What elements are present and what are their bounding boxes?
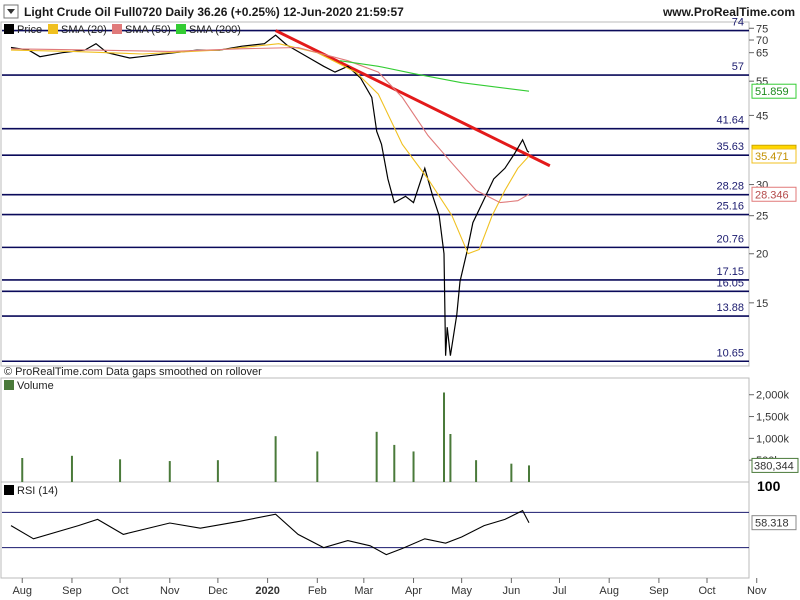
sma20-badge-box bbox=[751, 148, 797, 164]
x-axis-tick-Jul: Jul bbox=[552, 585, 566, 597]
level-label-74: 74 bbox=[732, 17, 744, 29]
legend-swatch-rsi bbox=[4, 485, 14, 495]
trendline bbox=[274, 29, 551, 168]
legend-swatch-sma50 bbox=[112, 24, 122, 34]
sma20-badge: 35.471 bbox=[755, 151, 789, 163]
x-axis-tick-Sep: Sep bbox=[62, 585, 82, 597]
level-label-28.28: 28.28 bbox=[716, 181, 744, 193]
x-axis-tick-Oct: Oct bbox=[698, 585, 715, 597]
volume-axis-tick: 1,500k bbox=[756, 412, 790, 424]
volume-axis-tick: 1,000k bbox=[756, 433, 790, 445]
level-label-25.16: 25.16 bbox=[716, 201, 744, 213]
x-axis-tick-Nov: Nov bbox=[160, 585, 180, 597]
volume-layer bbox=[21, 392, 530, 482]
volume-badge: 380,344 bbox=[754, 460, 794, 472]
rsi-badge: 58.318 bbox=[755, 518, 789, 530]
volume-axis-tick: 2,000k bbox=[756, 390, 790, 402]
site-name: www.ProRealTime.com bbox=[662, 5, 795, 19]
axes-layer: 75706555453025201536.2635.47128.34651.85… bbox=[12, 23, 799, 597]
x-axis-tick-Nov: Nov bbox=[747, 585, 767, 597]
x-axis-tick-Apr: Apr bbox=[405, 585, 422, 597]
volume-panel bbox=[0, 377, 750, 483]
x-axis-tick-Jun: Jun bbox=[502, 585, 520, 597]
price-axis-tick-45: 45 bbox=[756, 110, 768, 122]
series-sma-20 bbox=[10, 43, 530, 255]
sma200-badge: 51.859 bbox=[755, 86, 789, 98]
legend-swatch-sma200 bbox=[176, 24, 186, 34]
legend-swatch-sma20 bbox=[48, 24, 58, 34]
level-label-17.15: 17.15 bbox=[716, 266, 744, 278]
footer-note: © ProRealTime.com Data gaps smoothed on … bbox=[4, 366, 262, 378]
series-price bbox=[10, 34, 530, 356]
trendline-layer bbox=[274, 29, 551, 168]
level-label-20.76: 20.76 bbox=[716, 233, 744, 245]
rsi-label: RSI (14) bbox=[17, 485, 58, 497]
x-axis-tick-May: May bbox=[451, 585, 472, 597]
level-label-57: 57 bbox=[732, 61, 744, 73]
level-label-10.65: 10.65 bbox=[716, 347, 744, 359]
x-axis-tick-Aug: Aug bbox=[599, 585, 619, 597]
x-axis-tick-Oct: Oct bbox=[112, 585, 129, 597]
legend-sma20: SMA (20) bbox=[61, 24, 107, 36]
x-axis-tick-2020: 2020 bbox=[255, 585, 279, 597]
level-label-13.88: 13.88 bbox=[716, 302, 744, 314]
rsi-axis-tick-100: 100 bbox=[757, 478, 781, 494]
level-label-35.63: 35.63 bbox=[716, 141, 744, 153]
legend-swatch-price bbox=[4, 24, 14, 34]
x-axis-tick-Sep: Sep bbox=[649, 585, 669, 597]
level-label-16.05: 16.05 bbox=[716, 277, 744, 289]
x-axis-tick-Mar: Mar bbox=[354, 585, 373, 597]
chart-title: Light Crude Oil Full0720 Daily 36.26 (+0… bbox=[24, 5, 404, 19]
price-axis-tick-20: 20 bbox=[756, 249, 768, 261]
legend-sma50: SMA (50) bbox=[125, 24, 171, 36]
level-label-41.64: 41.64 bbox=[716, 115, 744, 127]
down-arrow-icon bbox=[3, 4, 19, 19]
sma200-badge-box bbox=[751, 83, 797, 99]
rsi-layer bbox=[2, 509, 749, 556]
rsi-badge-box bbox=[751, 515, 797, 531]
series-layer bbox=[10, 34, 530, 356]
volume-badge-box bbox=[751, 457, 799, 473]
price-axis-tick-75: 75 bbox=[756, 23, 768, 35]
price-axis-tick-65: 65 bbox=[756, 48, 768, 60]
x-axis-tick-Feb: Feb bbox=[308, 585, 327, 597]
series-sma-50 bbox=[10, 46, 530, 204]
sma50-badge-box bbox=[751, 186, 797, 202]
legend-swatch-volume bbox=[4, 380, 14, 390]
price-axis-tick-25: 25 bbox=[756, 211, 768, 223]
header-bar bbox=[0, 0, 800, 22]
series-sma-200 bbox=[339, 60, 530, 92]
legend-price: Price bbox=[17, 24, 42, 36]
price-axis-tick-15: 15 bbox=[756, 298, 768, 310]
price-axis-tick-70: 70 bbox=[756, 35, 768, 47]
x-axis-tick-Dec: Dec bbox=[208, 585, 228, 597]
volume-label: Volume bbox=[17, 380, 54, 392]
x-axis-tick-Aug: Aug bbox=[12, 585, 32, 597]
legend-sma200: SMA (200) bbox=[189, 24, 241, 36]
rsi-line bbox=[10, 509, 530, 556]
legend: Price SMA (20) SMA (50) SMA (200) bbox=[4, 24, 241, 36]
sma50-badge: 28.346 bbox=[755, 189, 789, 201]
rsi-panel bbox=[0, 481, 750, 579]
